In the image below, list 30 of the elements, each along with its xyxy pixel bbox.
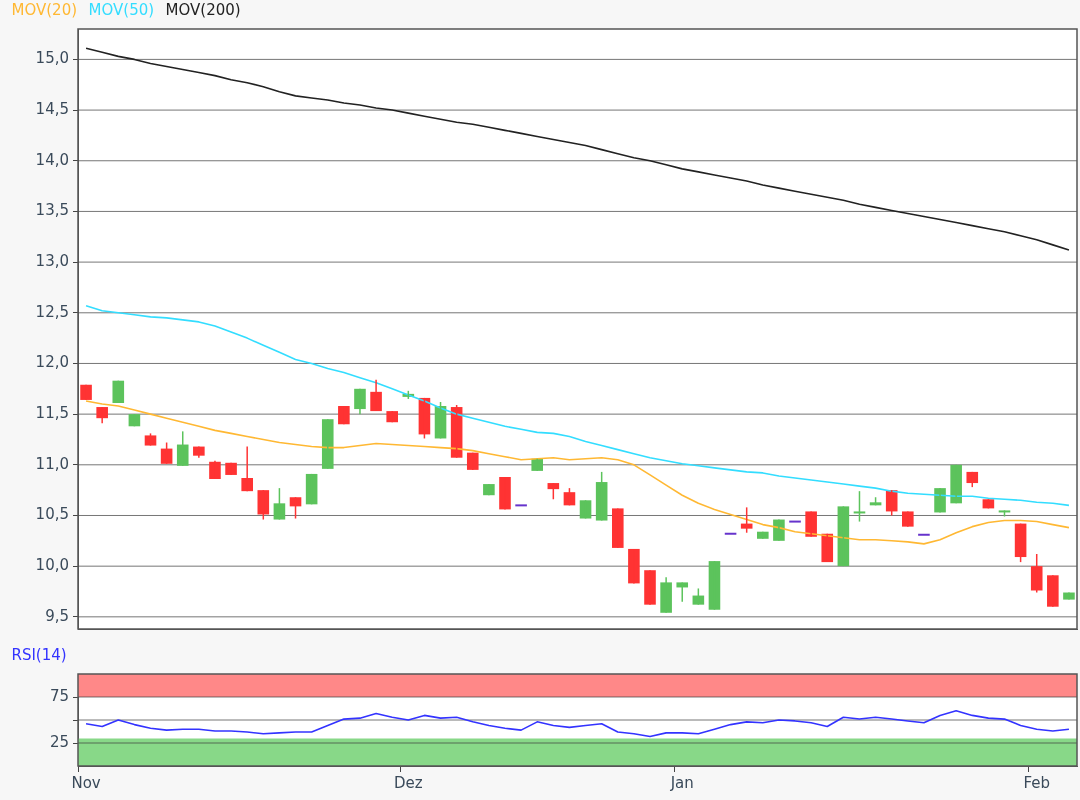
candlestick [176, 430, 189, 467]
x-tick-label: Dez [393, 773, 423, 792]
candlestick [1030, 553, 1043, 594]
text: RSI(14) [11, 646, 67, 665]
y-tick-label: 10,5 [35, 505, 69, 524]
candlestick [112, 379, 125, 404]
y-tick-label: 14,0 [35, 150, 69, 169]
text: MOV(20) [11, 1, 78, 20]
x-tick-label: Nov [71, 773, 101, 792]
candlestick [902, 510, 914, 528]
text: MOV(200) [165, 1, 241, 20]
y-tick-label: 75 [49, 686, 69, 705]
y-tick-label: 11,5 [35, 404, 69, 423]
candlestick [579, 499, 592, 520]
y-tick-label: 15,0 [35, 49, 69, 68]
y-tick-label: 14,5 [35, 99, 69, 118]
y-tick-label: 25 [49, 732, 69, 751]
y-tick-label: 13,5 [35, 201, 69, 220]
candlestick [257, 489, 270, 521]
x-tick-label: Feb [1023, 773, 1050, 792]
y-tick-label: 11,0 [35, 454, 69, 473]
candlestick [273, 487, 286, 521]
text: MOV(50) [88, 1, 155, 20]
candlestick [821, 532, 834, 563]
x-tick-label: Jan [669, 773, 694, 792]
y-tick-label: 9,5 [45, 606, 69, 625]
y-tick-label: 12,0 [35, 353, 69, 372]
y-tick-label: 12,5 [35, 302, 69, 321]
y-tick-label: 10,0 [35, 556, 69, 575]
y-tick-label: 13,0 [35, 252, 69, 270]
